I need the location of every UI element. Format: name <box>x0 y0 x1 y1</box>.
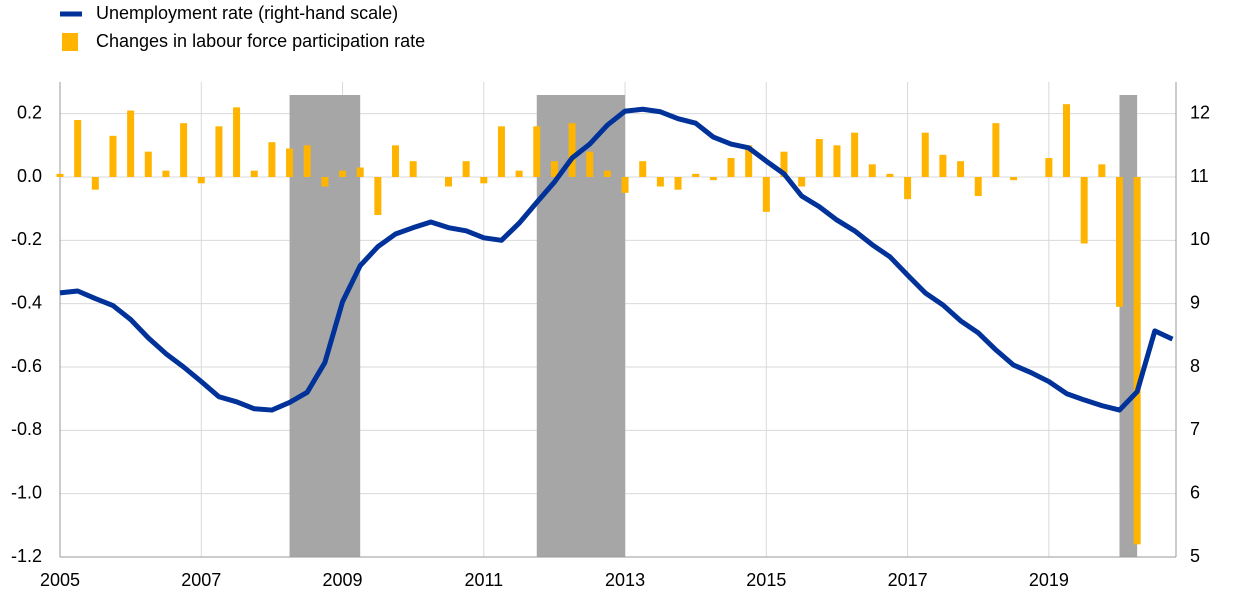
y2-tick-label: 9 <box>1190 292 1200 312</box>
y-tick-label: -0.4 <box>11 292 42 312</box>
bar <box>1098 164 1106 177</box>
bar <box>321 177 329 187</box>
legend-label: Changes in labour force participation ra… <box>96 31 425 51</box>
bar <box>162 170 170 177</box>
x-tick-label: 2009 <box>323 570 363 590</box>
legend-swatch <box>62 33 78 51</box>
legend-label: Unemployment rate (right-hand scale) <box>96 3 398 23</box>
y2-tick-label: 8 <box>1190 356 1200 376</box>
bar <box>974 177 982 196</box>
bar <box>515 170 523 177</box>
bar <box>250 170 258 177</box>
bar <box>109 135 117 177</box>
bar <box>56 173 64 177</box>
y2-tick-label: 6 <box>1190 482 1200 502</box>
bar <box>409 161 417 177</box>
y2-tick-label: 5 <box>1190 546 1200 566</box>
y2-tick-label: 7 <box>1190 419 1200 439</box>
y2-tick-label: 11 <box>1190 166 1209 186</box>
y-tick-label: 0.2 <box>17 102 42 122</box>
bar <box>603 170 611 177</box>
y-tick-label: -1.2 <box>11 546 42 566</box>
bar <box>992 123 1000 177</box>
bar <box>656 177 664 187</box>
x-tick-label: 2011 <box>464 570 503 590</box>
bar <box>74 120 82 177</box>
bar <box>568 123 576 177</box>
bar <box>886 173 894 177</box>
shaded-period <box>1119 95 1138 557</box>
y-tick-label: -0.8 <box>11 419 42 439</box>
bar <box>550 161 558 177</box>
x-tick-label: 2013 <box>605 570 645 590</box>
y2-tick-label: 10 <box>1190 229 1210 249</box>
bar <box>339 170 347 177</box>
bar <box>215 126 223 177</box>
bar <box>621 177 629 193</box>
y-tick-label: -0.2 <box>11 229 42 249</box>
bar <box>674 177 682 190</box>
bar <box>727 158 735 177</box>
x-tick-label: 2019 <box>1029 570 1069 590</box>
bar <box>233 107 241 177</box>
bar <box>497 126 505 177</box>
y-tick-label: -1.0 <box>11 482 42 502</box>
x-tick-label: 2015 <box>746 570 786 590</box>
bar <box>91 177 99 190</box>
bar <box>851 132 859 177</box>
x-tick-label: 2017 <box>888 570 928 590</box>
bar <box>1010 177 1018 181</box>
bar <box>533 126 541 177</box>
bar <box>1133 177 1141 545</box>
line <box>59 106 1174 413</box>
bar <box>392 145 400 177</box>
bar <box>745 145 753 177</box>
bar <box>939 154 947 177</box>
bar <box>1063 104 1071 177</box>
x-tick-label: 2005 <box>40 570 80 590</box>
bar <box>374 177 382 215</box>
bar <box>868 164 876 177</box>
bar <box>444 177 452 187</box>
bar <box>957 161 965 177</box>
y-tick-label: 0.0 <box>17 166 42 186</box>
bar <box>303 145 311 177</box>
shaded-period <box>536 95 626 557</box>
shaded-period <box>289 95 361 557</box>
bar <box>780 151 788 177</box>
bar <box>180 123 188 177</box>
bar <box>709 177 717 181</box>
bar <box>1045 158 1053 177</box>
bar <box>268 142 276 177</box>
bar <box>356 167 364 177</box>
bar <box>462 161 470 177</box>
bar <box>692 173 700 177</box>
bar <box>762 177 770 212</box>
bar <box>286 148 294 177</box>
y-tick-label: -0.6 <box>11 356 42 376</box>
bar <box>1115 177 1123 307</box>
bar <box>904 177 912 200</box>
bar <box>480 177 488 184</box>
bar <box>639 161 647 177</box>
bar <box>833 145 841 177</box>
bar <box>586 151 594 177</box>
bar <box>144 151 152 177</box>
bar <box>197 177 205 184</box>
bar <box>798 177 806 187</box>
bar <box>127 110 135 177</box>
bar <box>815 139 823 177</box>
x-tick-label: 2007 <box>181 570 221 590</box>
bar <box>921 132 929 177</box>
bar <box>1080 177 1088 244</box>
y2-tick-label: 12 <box>1190 102 1210 122</box>
